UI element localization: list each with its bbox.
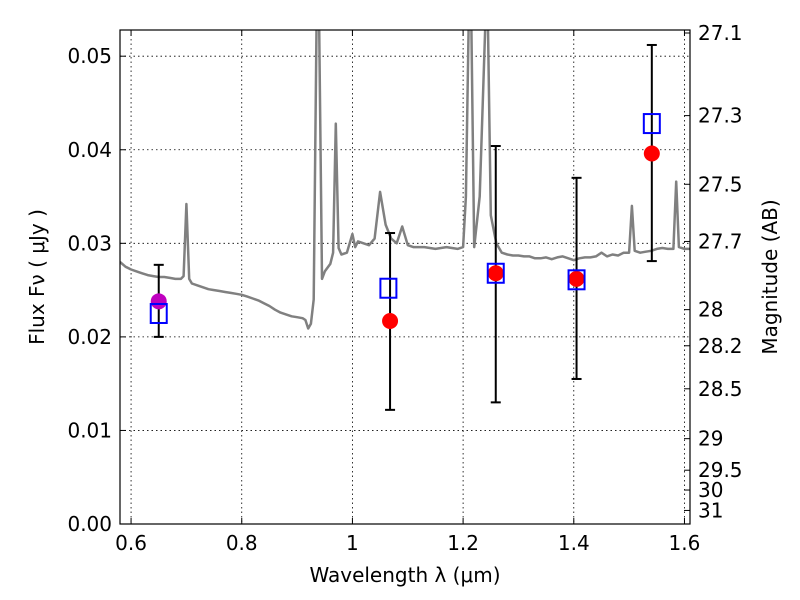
- model-photometry-square: [149, 302, 168, 324]
- magnitude-tick-label: 27.7: [698, 229, 743, 253]
- y-axis-left: 0.00 0.01 0.02 0.03 0.04 0.05: [67, 44, 126, 536]
- model-photometry-markers: [149, 113, 661, 324]
- magnitude-tick-label: 29: [698, 427, 723, 451]
- magnitude-tick-label: 27.5: [698, 172, 743, 196]
- x-tick-label: 0.6: [115, 531, 147, 555]
- model-spectrum-line: [120, 30, 690, 330]
- magnitude-tick-label: 28.5: [698, 377, 743, 401]
- magnitude-tick-label: 31: [698, 498, 723, 522]
- magnitude-tick-label: 27.3: [698, 104, 743, 128]
- plot-frame: [119, 29, 691, 525]
- y-tick-label: 0.02: [67, 325, 112, 349]
- model-photometry-square: [379, 277, 398, 299]
- y-tick-label: 0.03: [67, 231, 112, 255]
- model-photometry-square: [567, 269, 586, 291]
- y-axis-label: Flux Fν ( μJy ): [25, 209, 49, 345]
- x-tick-label: 1.4: [558, 531, 590, 555]
- x-tick-label: 1: [346, 531, 359, 555]
- magnitude-tick-label: 30: [698, 478, 723, 502]
- model-spectrum: [120, 30, 690, 330]
- magnitude-tick-label: 28.2: [698, 334, 743, 358]
- data-points: [150, 145, 660, 329]
- red-data-point: [382, 312, 399, 329]
- x-tick-label: 1.2: [447, 531, 479, 555]
- red-data-point: [487, 265, 504, 282]
- magnitude-tick-label: 27.1: [698, 21, 743, 45]
- error-bars: [153, 43, 657, 411]
- model-photometry-square: [642, 113, 661, 135]
- y2-axis-label: Magnitude (AB): [758, 199, 782, 354]
- magnitude-tick-label: 29.5: [698, 458, 743, 482]
- model-photometry-square: [486, 262, 505, 284]
- y-tick-label: 0.04: [67, 138, 112, 162]
- red-data-point: [568, 270, 585, 287]
- grid: [120, 30, 690, 525]
- x-axis: 0.6 0.8 1 1.2 1.4 1.6: [115, 30, 700, 555]
- x-tick-label: 1.6: [669, 531, 701, 555]
- magnitude-tick-label: 28: [698, 298, 723, 322]
- magenta-data-point: [150, 293, 167, 310]
- x-tick-label: 0.8: [226, 531, 258, 555]
- red-data-point: [643, 145, 660, 162]
- y-tick-label: 0.00: [67, 512, 112, 536]
- y-tick-label: 0.05: [67, 44, 112, 68]
- y-tick-label: 0.01: [67, 418, 112, 442]
- x-axis-label: Wavelength λ (μm): [309, 563, 500, 587]
